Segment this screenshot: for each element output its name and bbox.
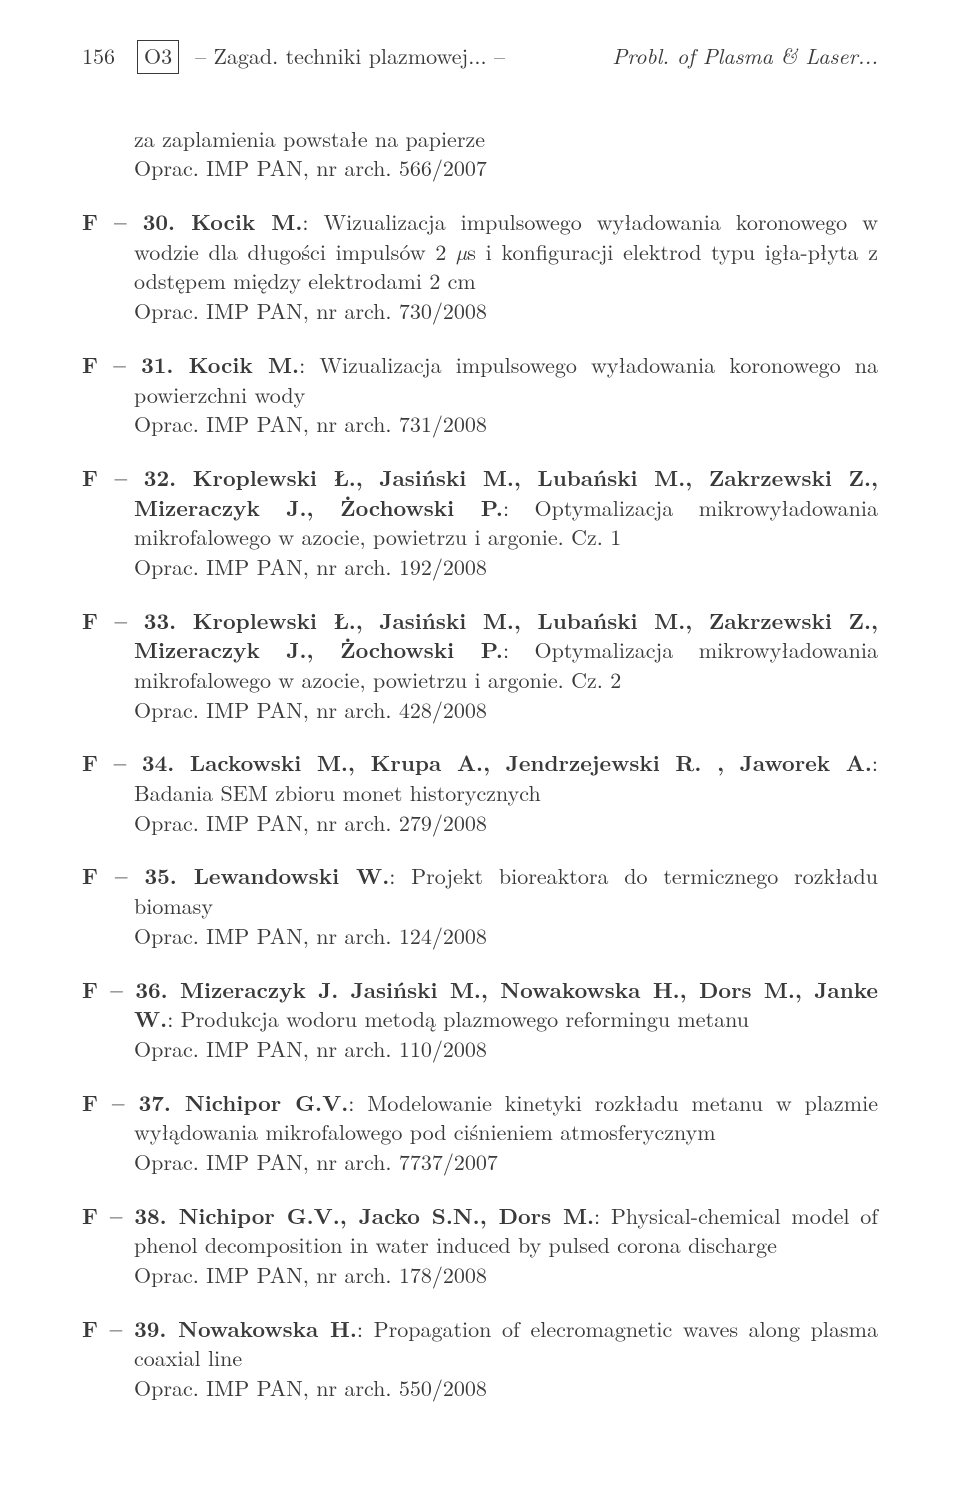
- entry-f32: F – 32. Kroplewski Ł., Jasiński M., Luba…: [82, 463, 878, 582]
- header-right-text: Probl. of Plasma & Laser...: [612, 41, 878, 71]
- entry-oprac: Oprac. IMP PAN, nr arch. 428/2008: [134, 694, 487, 725]
- mu-symbol: µ: [456, 236, 467, 267]
- entry-f36: F – 36. Mizeraczyk J. Jasiński M., Nowak…: [82, 975, 878, 1064]
- entry-lead: F – 30. Kocik M.: [82, 206, 302, 237]
- entry-oprac: Oprac. IMP PAN, nr arch. 731/2008: [134, 408, 487, 439]
- entry-f30: F – 30. Kocik M.: Wizualizacja impulsowe…: [82, 207, 878, 326]
- entry-f35: F – 35. Lewandowski W.: Projekt bioreakt…: [82, 861, 878, 950]
- entry-body: : Produkcja wodoru metodą plazmowego ref…: [167, 1003, 749, 1034]
- entry-lead: F – 31. Kocik M.: [82, 349, 299, 380]
- entry-lead: F – 38. Nichipor G.V., Jacko S.N., Dors …: [82, 1200, 594, 1231]
- entry-oprac: Oprac. IMP PAN, nr arch. 550/2008: [134, 1372, 487, 1403]
- entry-lead: F – 34. Lackowski M., Krupa A., Jendrzej…: [82, 747, 872, 778]
- entry-f31: F – 31. Kocik M.: Wizualizacja impulsowe…: [82, 350, 878, 439]
- page-number: 156: [82, 41, 115, 71]
- entry-oprac: Oprac. IMP PAN, nr arch. 730/2008: [134, 295, 487, 326]
- entry-oprac: Oprac. IMP PAN, nr arch. 178/2008: [134, 1259, 487, 1290]
- cont-line1: za zaplamienia powstałe na papierze: [134, 123, 485, 154]
- entry-oprac: Oprac. IMP PAN, nr arch. 7737/2007: [134, 1146, 498, 1177]
- entry-f33: F – 33. Kroplewski Ł., Jasiński M., Luba…: [82, 606, 878, 725]
- entry-lead: F – 39. Nowakowska H.: [82, 1313, 357, 1344]
- entry-oprac: Oprac. IMP PAN, nr arch. 279/2008: [134, 807, 487, 838]
- entry-oprac: Oprac. IMP PAN, nr arch. 192/2008: [134, 551, 487, 582]
- entry-f34: F – 34. Lackowski M., Krupa A., Jendrzej…: [82, 748, 878, 837]
- cont-oprac: Oprac. IMP PAN, nr arch. 566/2007: [134, 152, 487, 183]
- header-left-text: – Zagad. techniki plazmowej... –: [195, 41, 505, 71]
- entry-lead: F – 35. Lewandowski W.: [82, 860, 389, 891]
- entry-f38: F – 38. Nichipor G.V., Jacko S.N., Dors …: [82, 1201, 878, 1290]
- running-header: 156 O3 – Zagad. techniki plazmowej... – …: [82, 40, 878, 74]
- section-code: O3: [137, 40, 179, 74]
- entry-continuation: za zaplamienia powstałe na papierze Opra…: [82, 124, 878, 183]
- entry-oprac: Oprac. IMP PAN, nr arch. 124/2008: [134, 920, 487, 951]
- entry-lead: F – 37. Nichipor G.V.: [82, 1087, 348, 1118]
- entry-oprac: Oprac. IMP PAN, nr arch. 110/2008: [134, 1033, 487, 1064]
- entry-f37: F – 37. Nichipor G.V.: Modelowanie kinet…: [82, 1088, 878, 1177]
- entry-f39: F – 39. Nowakowska H.: Propagation of el…: [82, 1314, 878, 1403]
